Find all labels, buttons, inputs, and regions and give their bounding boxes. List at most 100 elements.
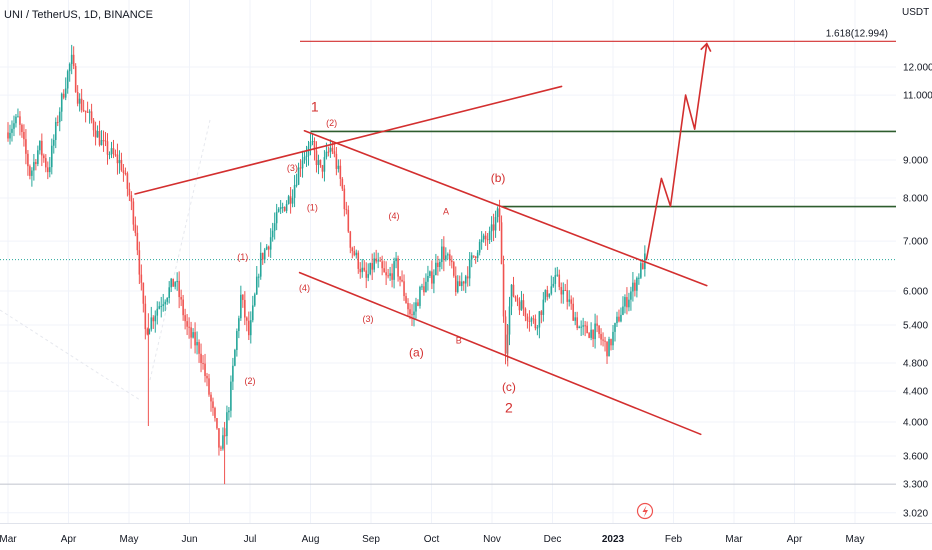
candle-body (562, 289, 565, 295)
lightning-icon[interactable] (636, 502, 654, 520)
candle-body (156, 308, 159, 316)
channel-lower-trendline[interactable] (298, 271, 702, 436)
candle-body (192, 332, 194, 338)
candle-body (301, 160, 304, 169)
price-tick-label: 5.400 (903, 320, 928, 331)
candle-body (303, 156, 306, 161)
candle-body (70, 54, 73, 65)
candle-body (118, 159, 121, 164)
candle-body (450, 260, 453, 263)
candle-body (510, 284, 513, 307)
candle-body (357, 252, 360, 269)
candle-body (574, 317, 576, 321)
time-tick-label: Nov (483, 534, 501, 545)
candle-body (600, 334, 602, 340)
candle-body (82, 109, 85, 111)
candle-body (411, 314, 413, 316)
candle-body (417, 302, 419, 306)
wave-label: 2 (505, 399, 513, 415)
price-tick-label: 4.400 (903, 387, 928, 398)
candle-body (341, 178, 344, 189)
candle-body (586, 325, 588, 334)
candle-body (122, 170, 125, 173)
candle-body (289, 196, 292, 204)
candle-body (212, 401, 214, 409)
time-tick-label: May (846, 534, 865, 545)
candle-body (343, 188, 346, 210)
candle-body (180, 297, 182, 300)
time-axis-background (0, 523, 932, 550)
candle-body (58, 111, 61, 123)
candle-body (21, 124, 23, 132)
candle-body (52, 139, 55, 146)
candle-body (100, 140, 103, 146)
wave-label: (a) (409, 345, 424, 359)
candle-body (433, 275, 435, 284)
candle-body (377, 260, 379, 262)
candle-body (624, 297, 626, 307)
candle-body (176, 280, 178, 283)
time-tick-label: Dec (544, 534, 562, 545)
candle-body (287, 196, 290, 205)
candle-body (281, 207, 284, 209)
candle-body (96, 131, 99, 138)
candle-body (470, 255, 473, 260)
candle-body (210, 394, 212, 402)
candle-body (84, 110, 87, 112)
projected-path[interactable] (645, 43, 708, 261)
price-tick-label: 3.600 (903, 452, 928, 463)
candle-body (628, 299, 630, 308)
wedge-upper-trendline[interactable] (134, 85, 563, 195)
time-axis[interactable]: Mar Apr May Jun Jul Aug Sep Oct Nov Dec 2023 Feb Mar… (0, 523, 932, 550)
candle-body (560, 287, 563, 295)
candle-body (166, 297, 169, 302)
price-tick-label: 6.000 (903, 286, 928, 297)
candle-body (540, 311, 543, 315)
candle-body (164, 301, 167, 305)
candle-body (445, 255, 447, 260)
candle-body (194, 332, 196, 346)
candle-body (421, 286, 423, 288)
time-tick-label: Aug (302, 534, 320, 545)
candle-body (190, 327, 192, 338)
candle-body (393, 261, 395, 280)
candle-body (464, 276, 467, 284)
candle-body (578, 326, 580, 329)
price-axis[interactable]: 12.000 11.000 9.000 8.000 7.000 6.000 5.400 4.8… (896, 0, 932, 550)
candle-body (232, 365, 234, 382)
candle-body (622, 306, 624, 315)
candle-body (19, 116, 21, 125)
candle-body (492, 224, 495, 231)
arrow-head-icon (700, 42, 712, 52)
candle-body (526, 316, 529, 321)
candle-body (323, 157, 326, 172)
candle-body (45, 158, 47, 168)
candle-body (317, 159, 320, 165)
candle-body (614, 323, 616, 332)
candle-body (494, 217, 497, 231)
watermark-stroke (149, 119, 211, 381)
candle-body (196, 342, 198, 346)
wave-label: (c) (502, 380, 516, 394)
candle-body (259, 252, 262, 277)
candle-body (299, 167, 302, 169)
candle-body (216, 418, 218, 429)
candle-body (576, 317, 578, 329)
candle-body (616, 316, 618, 324)
candle-body (126, 173, 129, 189)
candle-body (536, 327, 539, 329)
candle-body (502, 264, 505, 317)
candle-body (353, 251, 356, 256)
time-tick-label: Mar (725, 534, 743, 545)
candle-body (602, 339, 604, 341)
candle-body (130, 195, 133, 202)
candle-body (273, 223, 276, 231)
candle-body (146, 329, 149, 335)
candle-body (150, 317, 153, 330)
wave-label: (2) (245, 376, 256, 386)
candle-body (542, 299, 545, 315)
candle-body (253, 294, 256, 306)
channel-upper-trendline[interactable] (303, 129, 708, 287)
wave-label: A (443, 207, 449, 217)
